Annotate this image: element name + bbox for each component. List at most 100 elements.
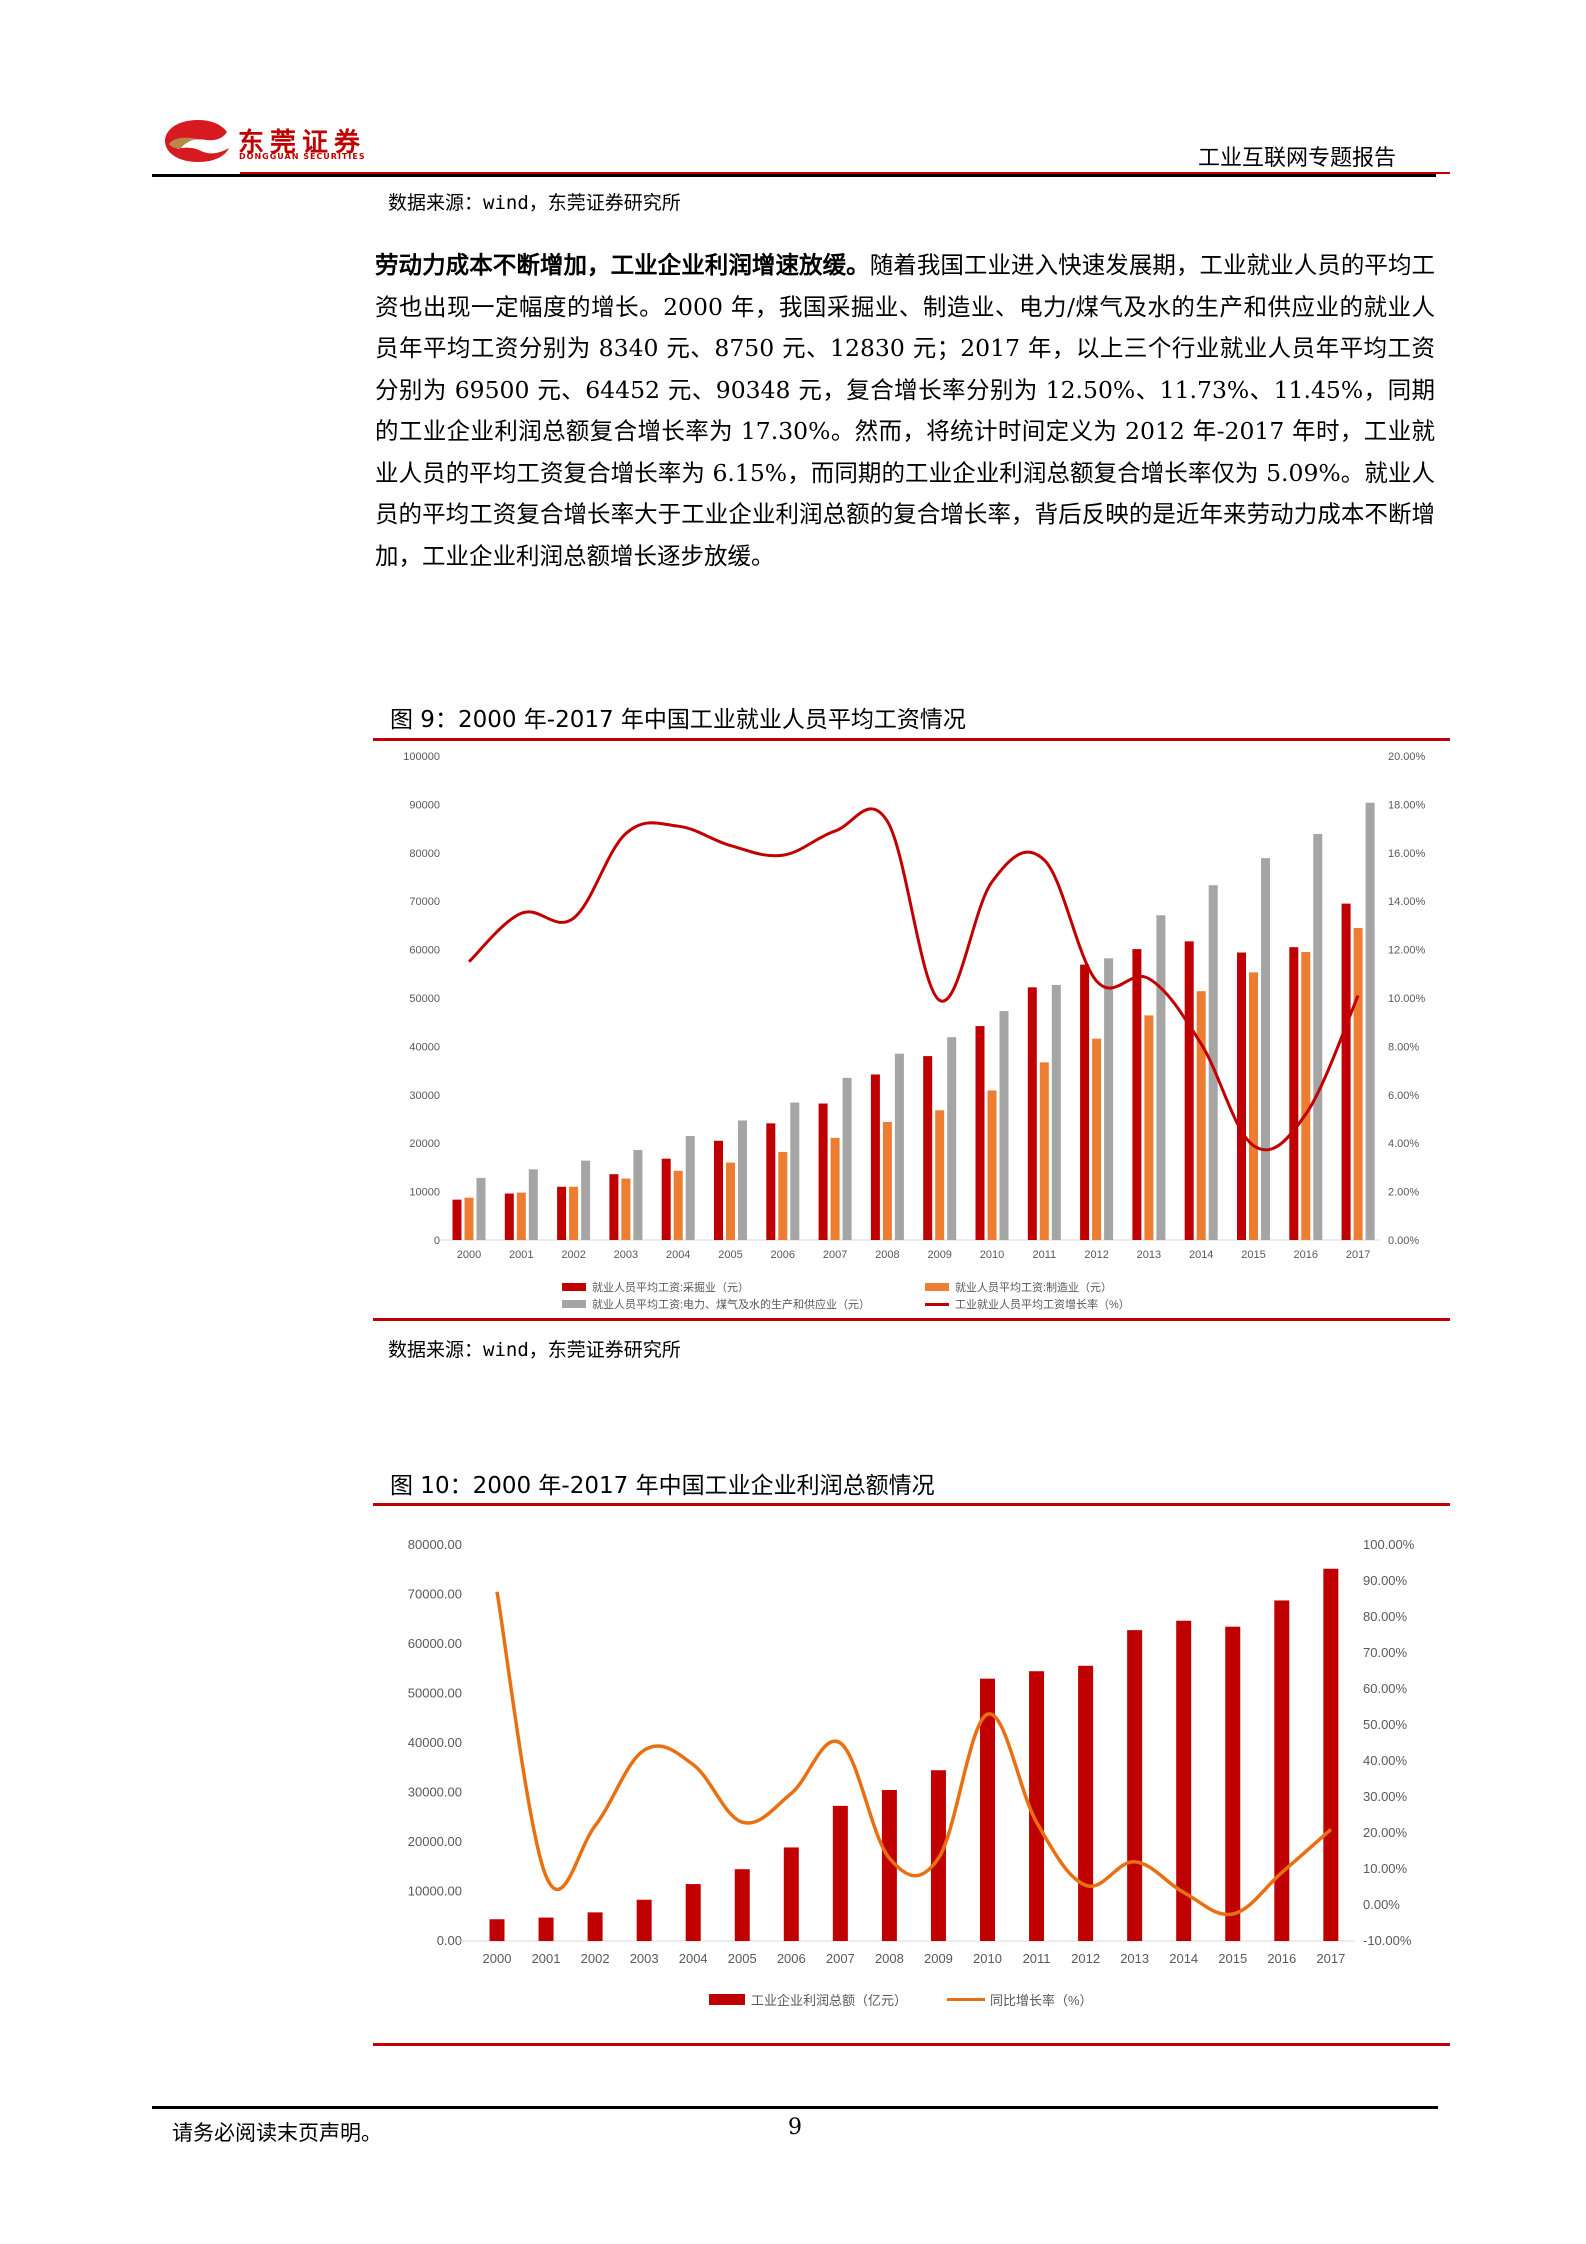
bar — [1029, 1671, 1045, 1941]
x-tick-label: 2000 — [483, 1951, 512, 1966]
y-tick-label: 10.00% — [1388, 993, 1426, 1005]
x-tick-label: 2014 — [1189, 1249, 1213, 1261]
x-tick-label: 2006 — [777, 1951, 806, 1966]
bar — [832, 1805, 848, 1941]
bar — [1313, 833, 1323, 1240]
y-tick-label: 0 — [434, 1235, 440, 1247]
bar — [1127, 1630, 1143, 1941]
x-tick-label: 2010 — [980, 1249, 1004, 1261]
bar — [476, 1177, 486, 1240]
y-tick-label: 80000 — [409, 848, 440, 860]
y-tick-label: 40.00% — [1363, 1753, 1408, 1768]
bar — [987, 1090, 997, 1240]
y-tick-label: 20000.00 — [408, 1834, 462, 1849]
y-tick-label: 30000 — [409, 1090, 440, 1102]
x-tick-label: 2017 — [1346, 1249, 1370, 1261]
bar — [980, 1678, 995, 1941]
bar — [947, 1037, 957, 1240]
x-tick-label: 2004 — [679, 1951, 708, 1966]
svg-text:就业人员平均工资:电力、煤气及水的生产和供应业（元）: 就业人员平均工资:电力、煤气及水的生产和供应业（元） — [592, 1297, 870, 1311]
body-paragraph: 劳动力成本不断增加，工业企业利润增速放缓。随着我国工业进入快速发展期，工业就业人… — [375, 245, 1435, 577]
paragraph-body: 随着我国工业进入快速发展期，工业就业人员的平均工资也出现一定幅度的增长。2000… — [375, 251, 1436, 570]
y-tick-label: 0.00 — [437, 1933, 462, 1948]
bar — [1237, 952, 1246, 1240]
bar — [1249, 972, 1258, 1240]
bar — [661, 1158, 671, 1240]
bar — [842, 1077, 852, 1240]
bar — [685, 1135, 695, 1240]
y-tick-label: 80000.00 — [408, 1537, 462, 1552]
y-tick-label: 20.00% — [1363, 1825, 1408, 1840]
bar — [633, 1149, 643, 1240]
figure-9-title: 图 9：2000 年-2017 年中国工业就业人员平均工资情况 — [390, 707, 966, 733]
bar — [1104, 958, 1114, 1240]
figure-9-source: 数据来源：wind，东莞证券研究所 — [388, 1339, 681, 1361]
y-tick-label: 40000 — [409, 1041, 440, 1053]
x-axis-labels: 2000 2001 2002 2003 2004 2005 2006 2007 2008 2009… — [457, 1249, 1371, 1261]
bar — [636, 1899, 652, 1941]
bar — [673, 1170, 683, 1240]
y-axis-right: 0.00% 2.00% 4.00% 6.00% 8.00% 10.00% 12.00% 14.… — [1388, 751, 1426, 1247]
x-tick-label: 2007 — [826, 1951, 855, 1966]
growth-line — [467, 807, 1360, 1152]
bar — [818, 1103, 828, 1240]
x-tick-label: 2014 — [1169, 1951, 1198, 1966]
bar — [923, 1056, 933, 1240]
bar — [1301, 952, 1311, 1240]
x-tick-label: 2005 — [728, 1951, 757, 1966]
bar — [935, 1110, 945, 1240]
bar — [1078, 1665, 1094, 1941]
x-tick-label: 2015 — [1218, 1951, 1247, 1966]
bar — [870, 1074, 880, 1240]
y-tick-label: 6.00% — [1388, 1090, 1419, 1102]
paragraph-lead: 劳动力成本不断增加，工业企业利润增速放缓。 — [375, 251, 870, 279]
svg-text:就业人员平均工资:制造业（元）: 就业人员平均工资:制造业（元） — [955, 1280, 1112, 1294]
logo-chinese-name: 东莞证券 — [238, 128, 367, 158]
x-tick-label: 2010 — [973, 1951, 1002, 1966]
y-tick-label: 90000 — [409, 799, 440, 811]
y-tick-label: 0.00% — [1388, 1235, 1419, 1247]
bar — [975, 1026, 985, 1240]
bar — [999, 1011, 1009, 1240]
bar — [685, 1884, 701, 1941]
y-axis-left: 0 10000 20000 30000 40000 50000 60000 70000 8000… — [403, 751, 440, 1247]
figure-10-chart: 0.00 10000.00 20000.00 30000.00 40000.00 5000… — [408, 1537, 1415, 2008]
bar — [1289, 947, 1299, 1240]
y-tick-label: 10000 — [409, 1187, 440, 1199]
y-tick-label: 18.00% — [1388, 799, 1426, 811]
bar — [587, 1912, 603, 1941]
y-tick-label: 60.00% — [1363, 1681, 1408, 1696]
x-tick-label: 2013 — [1120, 1951, 1149, 1966]
svg-text:同比增长率（%）: 同比增长率（%） — [990, 1993, 1093, 2008]
bar-series — [489, 1568, 1339, 1941]
y-tick-label: 10.00% — [1363, 1861, 1408, 1876]
y-tick-label: 50000.00 — [408, 1686, 462, 1701]
y-tick-label: 50.00% — [1363, 1717, 1408, 1732]
bar — [738, 1120, 747, 1240]
x-tick-label: 2012 — [1084, 1249, 1108, 1261]
bar — [1156, 915, 1166, 1240]
bar — [783, 1847, 799, 1941]
bar — [734, 1869, 750, 1941]
chart-legend: 就业人员平均工资:采掘业（元） 就业人员平均工资:制造业（元） 就业人员平均工资… — [562, 1280, 1130, 1311]
bar — [1039, 1062, 1049, 1240]
x-tick-label: 2006 — [771, 1249, 795, 1261]
bar — [1208, 885, 1218, 1240]
x-tick-label: 2009 — [924, 1951, 953, 1966]
y-tick-label: 70000.00 — [408, 1587, 462, 1602]
x-tick-label: 2008 — [875, 1951, 904, 1966]
bar — [1274, 1600, 1290, 1941]
bar — [621, 1178, 631, 1240]
y-tick-label: -10.00% — [1363, 1933, 1412, 1948]
bar — [489, 1919, 505, 1941]
bar — [528, 1169, 538, 1240]
bar — [464, 1197, 474, 1240]
y-tick-label: 30000.00 — [408, 1785, 462, 1800]
bar — [557, 1186, 567, 1240]
y-tick-label: 90.00% — [1363, 1573, 1408, 1588]
header-black-rule — [152, 174, 1436, 177]
y-tick-label: 40000.00 — [408, 1735, 462, 1750]
y-tick-label: 60000 — [409, 945, 440, 957]
y-tick-label: 0.00% — [1363, 1897, 1400, 1912]
bar — [1196, 991, 1206, 1240]
